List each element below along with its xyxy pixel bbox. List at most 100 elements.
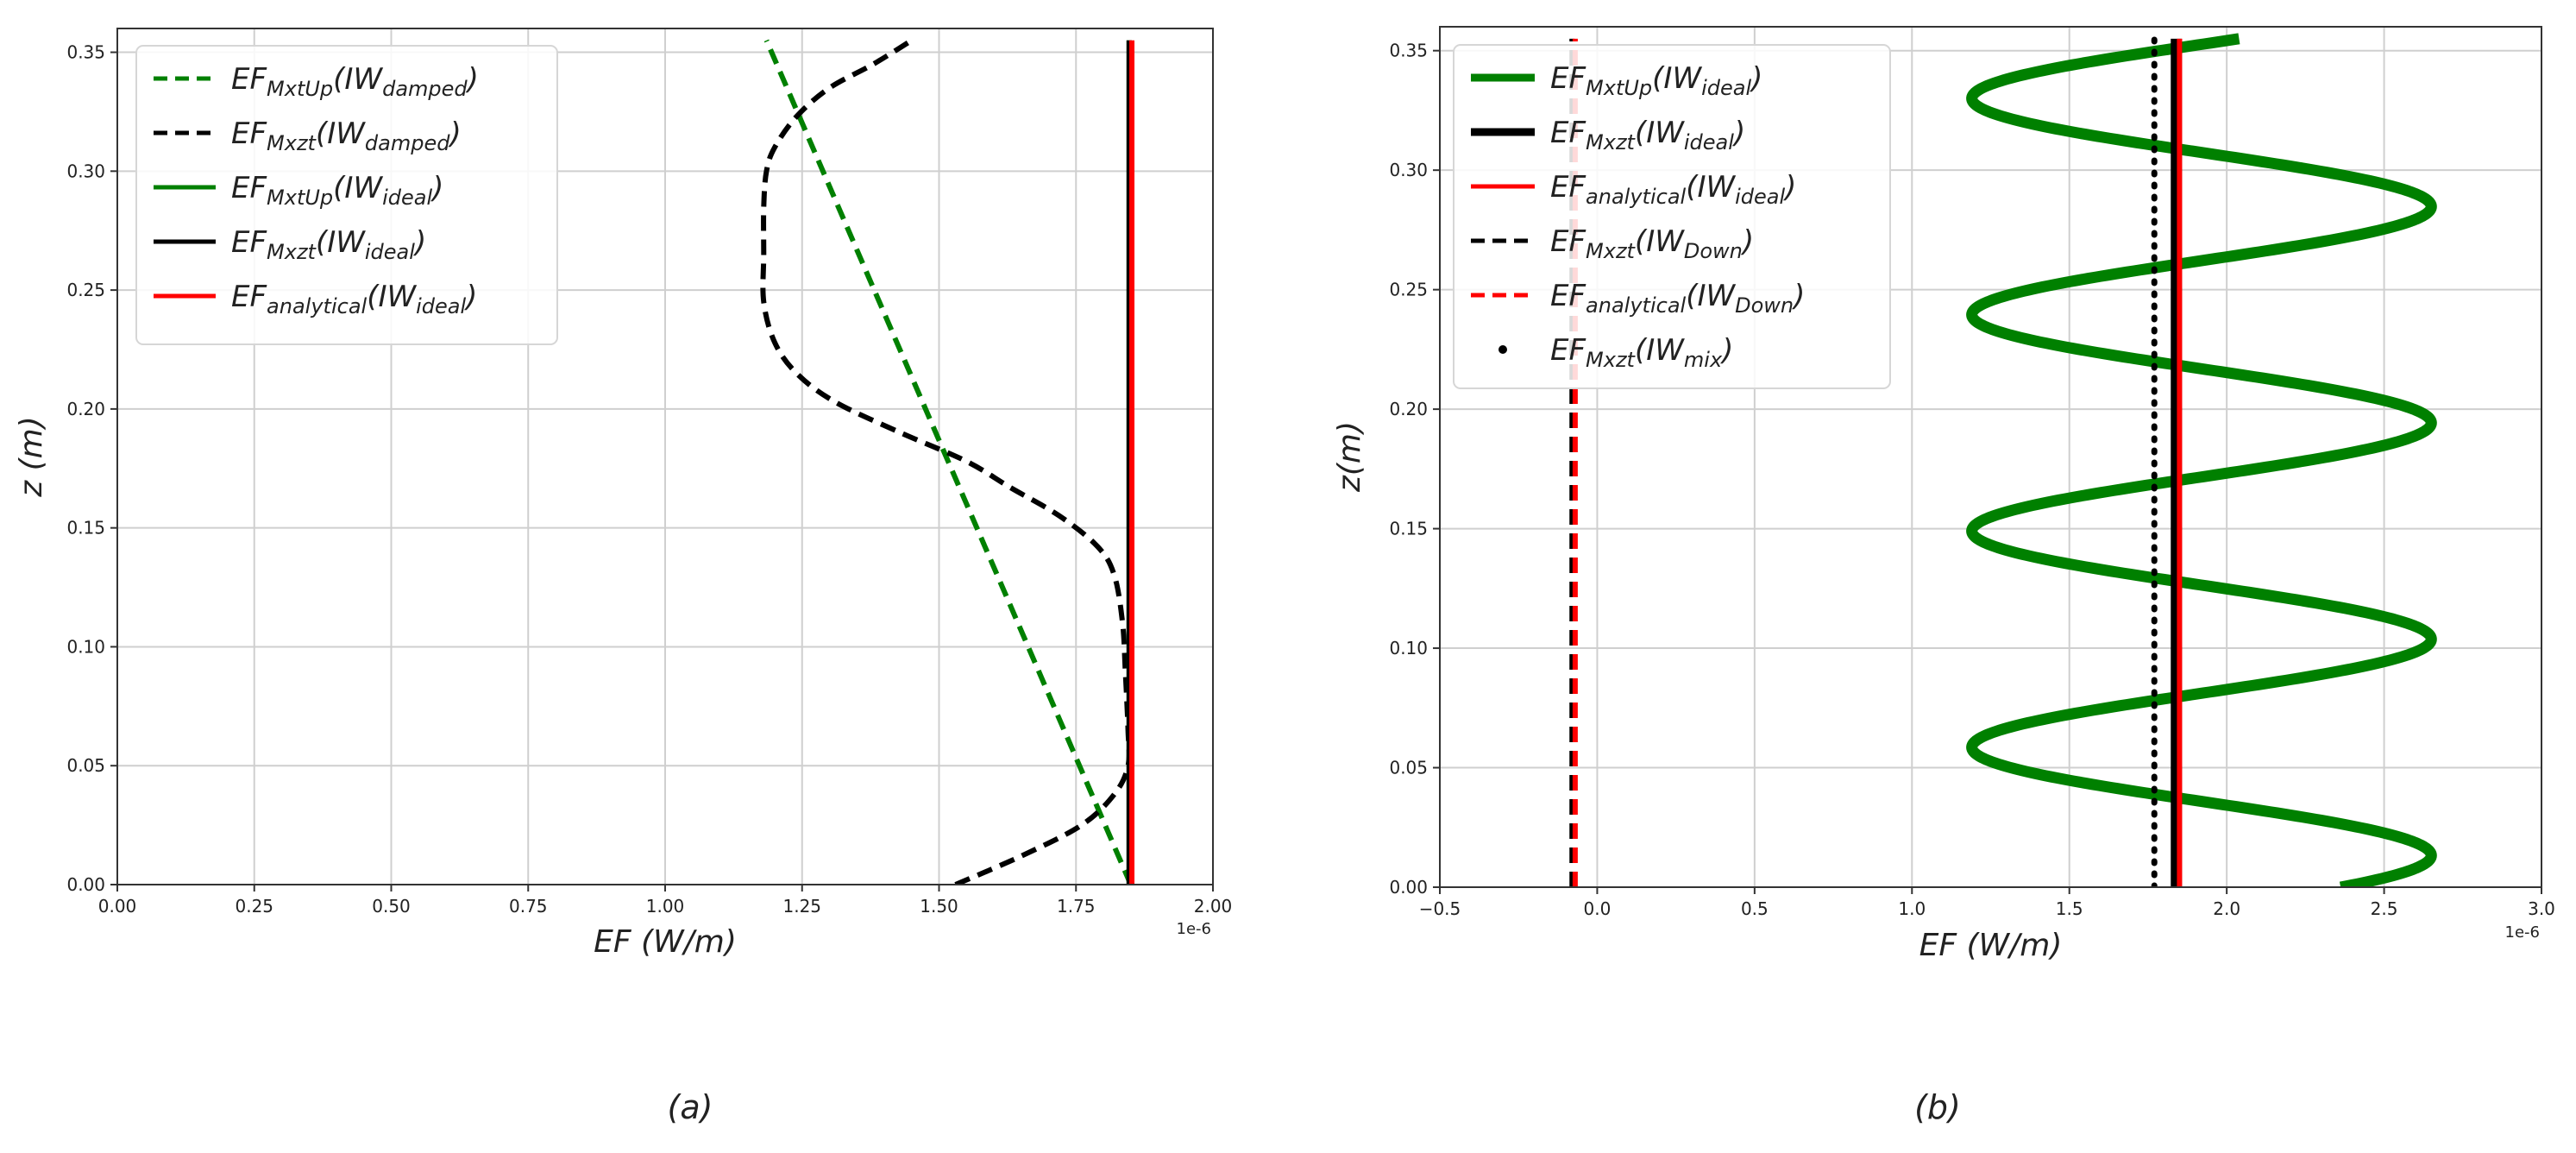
x-tick-label: 2.0 [2213, 898, 2240, 919]
legend-subscript: Mxzt [1586, 130, 1637, 154]
legend-text: ) [463, 280, 477, 314]
legend-subscript: ideal [416, 294, 466, 318]
y-tick-label: 0.10 [1389, 638, 1428, 658]
legend-text: (IW [1635, 333, 1685, 368]
x-tick-label: 3.0 [2528, 898, 2555, 919]
legend-subscript: analytical [1586, 185, 1686, 209]
legend-text: (IW [316, 225, 366, 260]
legend-entry: EFMxzt(IWideal) [1550, 116, 1745, 154]
y-tick-label: 0.25 [66, 280, 105, 300]
legend-subscript: mix [1684, 348, 1723, 372]
y-tick-label: 0.00 [1389, 877, 1428, 898]
legend-subscript: MxtUp [267, 77, 333, 101]
x-offset-label: 1e-6 [2505, 923, 2540, 942]
legend-marker [1498, 345, 1507, 354]
legend-subscript: MxtUp [267, 186, 333, 210]
legend-box [1453, 44, 1891, 389]
legend-subscript: damped [365, 131, 450, 155]
legend-subscript: Mxzt [267, 131, 317, 155]
legend-entry: EFanalytical(IWDown) [1550, 279, 1805, 318]
series-group [760, 38, 1135, 885]
legend-subscript: MxtUp [1586, 76, 1652, 100]
y-axis-label: z(m) [1332, 421, 1367, 493]
x-tick-label: 0.25 [235, 896, 273, 917]
legend-text: (IW [1635, 224, 1685, 259]
legend-text: EF [1550, 333, 1586, 368]
y-tick-label: 0.25 [1389, 280, 1428, 300]
panel-a-caption: (a) [668, 1088, 713, 1126]
y-tick-label: 0.30 [1389, 160, 1428, 180]
legend-text: (IW [333, 62, 383, 97]
legend-text: (IW [367, 280, 417, 314]
legend-entry: EFMxtUp(IWideal) [231, 171, 443, 210]
series-line-EF_Mxzt(IW_damped) [760, 38, 1132, 885]
y-tick-label: 0.35 [1389, 41, 1428, 61]
plot-frame [1439, 26, 2542, 888]
legend: EFMxtUp(IWideal)EFMxzt(IWideal)EFanalyti… [1453, 44, 1891, 389]
x-tick-label: 0.00 [98, 896, 137, 917]
ticks: −0.5 0.0 0.5 1.0 1.5 2.0 2.5 3.0 0.00 0.05 0.10 0.1… [1389, 41, 2554, 919]
x-tick-label: 0.5 [1741, 898, 1769, 919]
legend-subscript: Mxzt [1586, 348, 1637, 372]
series-line-EF_MxtUp(IW_ideal) [1966, 33, 2437, 887]
y-tick-label: 0.15 [66, 518, 105, 539]
x-axis-label: EF (W/m) [594, 924, 737, 960]
legend-subscript: ideal [1735, 185, 1785, 209]
legend-subscript: analytical [1586, 293, 1686, 318]
legend-text: ) [1719, 333, 1733, 368]
legend-text: ) [412, 225, 426, 260]
legend-entry: EFMxzt(IWDown) [1550, 224, 1754, 263]
y-tick-label: 0.05 [66, 755, 105, 776]
legend-text: ) [430, 171, 443, 205]
x-offset-label: 1e-6 [1177, 920, 1211, 938]
legend-subscript: Mxzt [267, 240, 317, 264]
panel-a-chart: 0.00 0.25 0.50 0.75 1.00 1.25 1.50 1.75 2.00 0.00… [14, 28, 1232, 960]
legend-entry: EFMxzt(IWmix) [1550, 333, 1733, 372]
legend-text: (IW [1652, 61, 1702, 96]
legend-entry: EFMxzt(IWideal) [231, 225, 426, 264]
ticks: 0.00 0.25 0.50 0.75 1.00 1.25 1.50 1.75 2.00 0.00… [66, 42, 1232, 917]
legend-subscript: analytical [267, 294, 367, 318]
x-tick-label: 1.0 [1898, 898, 1926, 919]
legend-entry: EFMxtUp(IWideal) [1550, 61, 1762, 100]
legend-subscript: ideal [1701, 76, 1751, 100]
legend-subscript: damped [382, 77, 468, 101]
panel-b-chart: −0.5 0.0 0.5 1.0 1.5 2.0 2.5 3.0 0.00 0.05 0.10 0.1… [1332, 26, 2555, 963]
legend-box [135, 45, 558, 345]
legend-subscript: Down [1735, 293, 1794, 318]
legend-text: EF [231, 117, 267, 151]
gridlines [116, 28, 1214, 885]
legend-entry: EFanalytical(IWideal) [231, 280, 477, 318]
x-tick-label: 1.5 [2056, 898, 2083, 919]
legend: EFMxtUp(IWdamped)EFMxzt(IWdamped)EFMxtUp… [135, 45, 558, 345]
legend-entry: EFMxzt(IWdamped) [231, 117, 462, 155]
x-axis-label: EF (W/m) [1919, 928, 2063, 963]
legend-entry: EFMxtUp(IWdamped) [231, 62, 479, 101]
legend-text: EF [231, 280, 267, 314]
legend-entry: EFanalytical(IWideal) [1550, 170, 1796, 209]
legend-text: (IW [1686, 170, 1736, 205]
legend-text: EF [231, 225, 267, 260]
legend-text: EF [1550, 170, 1586, 205]
series-line-EF_MxtUp(IW_damped) [763, 39, 1134, 885]
y-tick-label: 0.30 [66, 161, 105, 181]
y-tick-label: 0.20 [1389, 399, 1428, 419]
x-tick-label: 1.50 [920, 896, 958, 917]
x-tick-label: 0.50 [372, 896, 411, 917]
legend-text: ) [1731, 116, 1745, 150]
x-tick-label: −0.5 [1419, 898, 1461, 919]
legend-text: EF [231, 171, 267, 205]
x-tick-label: 1.25 [782, 896, 821, 917]
legend-text: ) [1791, 279, 1805, 313]
y-tick-label: 0.05 [1389, 758, 1428, 778]
y-tick-label: 0.00 [66, 874, 105, 895]
legend-text: ) [447, 117, 461, 151]
legend-text: EF [1550, 61, 1586, 96]
x-tick-label: 2.00 [1194, 896, 1233, 917]
legend-text: (IW [1686, 279, 1736, 313]
x-tick-label: 1.00 [646, 896, 685, 917]
legend-text: ) [1782, 170, 1796, 205]
panel-b-caption: (b) [1914, 1088, 1961, 1126]
y-tick-label: 0.35 [66, 42, 105, 63]
